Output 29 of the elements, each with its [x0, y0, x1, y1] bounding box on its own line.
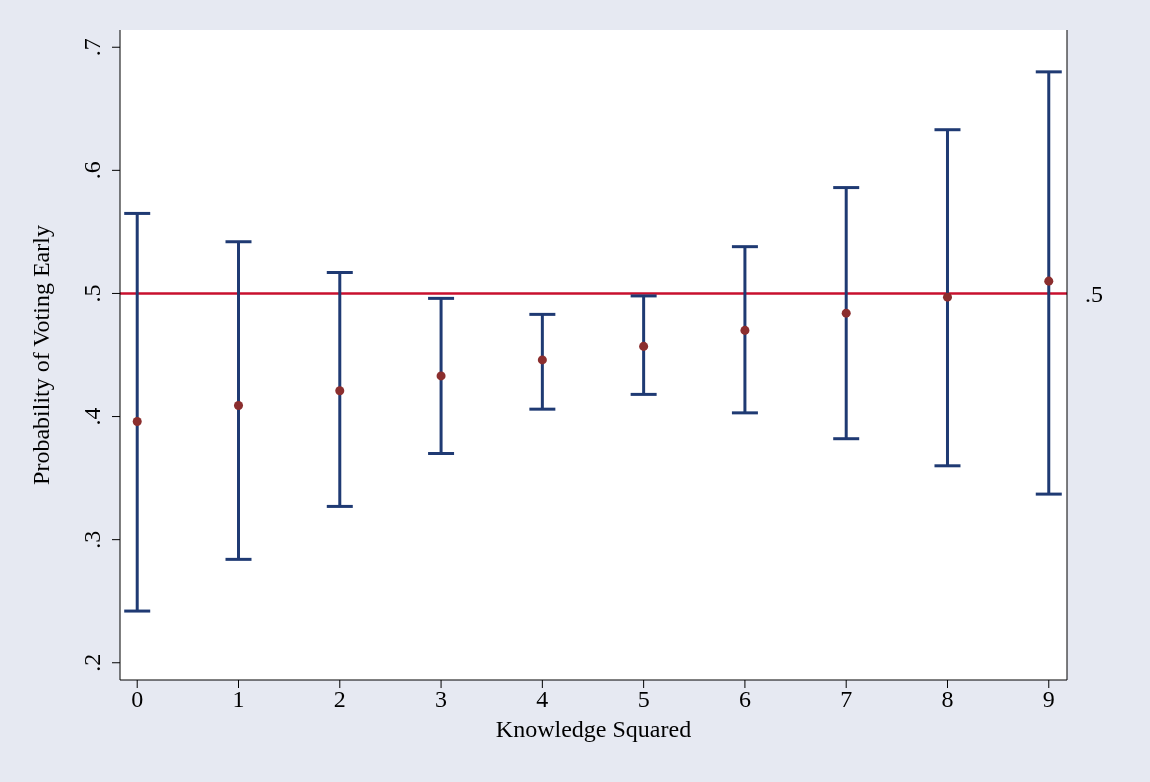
- point: [233, 400, 244, 410]
- point: [639, 341, 649, 351]
- point: [942, 292, 952, 302]
- x-tick-label: 9: [1042, 686, 1055, 713]
- point: [1044, 276, 1054, 286]
- point: [841, 308, 851, 318]
- y-tick-label: .5: [79, 284, 105, 303]
- x-tick-label: 6: [738, 686, 751, 713]
- y-tick-label: .2: [79, 653, 105, 672]
- point: [740, 325, 750, 335]
- y-tick-label: .6: [79, 161, 105, 180]
- x-tick-label: 0: [131, 686, 144, 713]
- y-axis-title: Probability of Voting Early: [27, 225, 54, 485]
- x-tick-label: 3: [435, 686, 448, 713]
- x-axis-title: Knowledge Squared: [495, 716, 692, 743]
- x-tick-label: 8: [941, 686, 954, 713]
- point: [132, 416, 142, 426]
- ref-line-label: .5: [1085, 280, 1103, 307]
- x-tick-label: 4: [536, 686, 549, 713]
- x-tick-label: 2: [333, 686, 346, 713]
- x-tick-label: 5: [637, 686, 650, 713]
- y-tick-label: .4: [79, 407, 105, 426]
- point: [436, 371, 446, 381]
- y-tick-label: .3: [79, 530, 105, 549]
- x-tick-label: 1: [232, 686, 245, 713]
- point: [335, 386, 345, 396]
- x-tick-label: 7: [840, 686, 853, 713]
- y-tick-label: .7: [79, 38, 105, 57]
- point: [537, 355, 547, 365]
